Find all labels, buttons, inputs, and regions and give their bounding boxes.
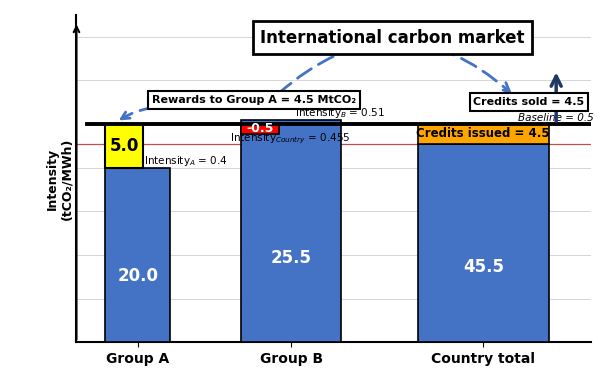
Bar	[105, 124, 143, 168]
Text: 25.5: 25.5	[271, 249, 312, 267]
Text: 20.0: 20.0	[117, 267, 158, 285]
Text: Credits sold = 4.5: Credits sold = 4.5	[473, 97, 585, 107]
FancyArrowPatch shape	[122, 107, 181, 119]
Text: -0.5: -0.5	[247, 122, 274, 135]
Text: Intensity$_A$ = 0.4: Intensity$_A$ = 0.4	[144, 154, 228, 168]
Y-axis label: Intensity
(tCO₂/MWh): Intensity (tCO₂/MWh)	[45, 138, 74, 220]
Text: Intensity$_{Country}$ = 0.455: Intensity$_{Country}$ = 0.455	[230, 131, 351, 146]
Text: Credits issued = 4.5: Credits issued = 4.5	[416, 127, 550, 141]
Text: International carbon market: International carbon market	[260, 29, 525, 47]
Bar	[241, 120, 341, 342]
Text: Rewards to Group A = 4.5 MtCO₂: Rewards to Group A = 4.5 MtCO₂	[152, 95, 356, 105]
Bar	[418, 124, 548, 144]
Bar	[418, 144, 548, 342]
Bar	[105, 168, 171, 342]
Bar	[241, 124, 279, 134]
Text: 45.5: 45.5	[463, 258, 503, 276]
FancyArrowPatch shape	[278, 42, 510, 94]
Text: Intensity$_B$ = 0.51: Intensity$_B$ = 0.51	[295, 106, 385, 120]
Text: 5.0: 5.0	[109, 137, 139, 155]
Text: Baseline = 0.5: Baseline = 0.5	[518, 113, 594, 123]
